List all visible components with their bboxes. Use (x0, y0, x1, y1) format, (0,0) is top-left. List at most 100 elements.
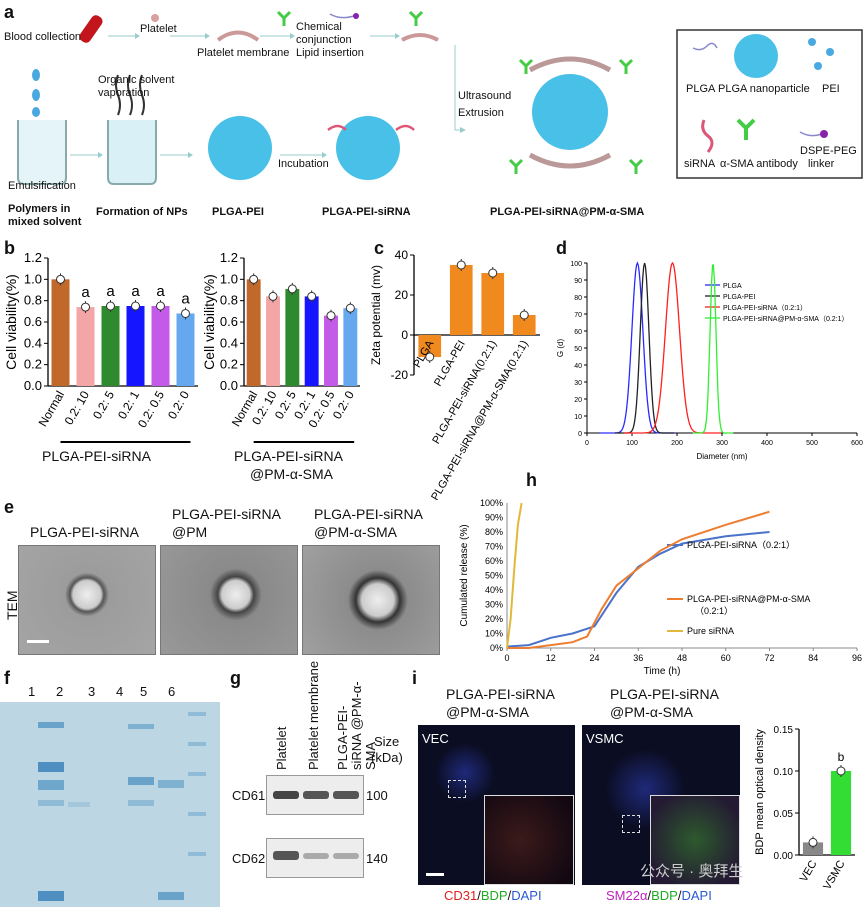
data-point (425, 352, 435, 362)
vsmc-label: VSMC (586, 731, 624, 746)
y-tick-label: 0.05 (774, 809, 794, 820)
b-right-group-label-2: @PM-α-SMA (250, 466, 333, 482)
y-tick-label: 0.15 (774, 725, 794, 736)
significance-label: a (106, 283, 115, 300)
y-axis-label: BDP mean optical density (754, 729, 766, 855)
y-tick-label: 0% (490, 643, 503, 653)
caption-sm22a: SM22α (606, 888, 648, 903)
band (333, 853, 359, 859)
bar (481, 273, 505, 335)
category-label: 0.2: 5 (90, 388, 117, 421)
caption-vec: CD31/BDP/DAPI (444, 888, 542, 903)
y-tick-label: 0.0 (24, 378, 42, 393)
bar (324, 315, 338, 386)
bar (266, 296, 280, 386)
label-emulsification: Emulsification (8, 180, 76, 192)
caption-bdp: BDP (651, 888, 678, 903)
data-point (345, 303, 355, 313)
significance-label: a (181, 290, 190, 307)
data-point (106, 301, 115, 311)
bar (76, 307, 95, 386)
x-tick-label: 84 (808, 653, 818, 663)
y-axis-label: Zeta potential (mv) (370, 265, 383, 365)
bar (285, 288, 300, 386)
x-tick-label: 300 (716, 440, 728, 447)
lane-label-3: 3 (88, 684, 96, 699)
fluorescence-vsmc: VSMC (582, 725, 740, 885)
label-plga-pei-sirna: PLGA-PEI-siRNA (322, 206, 411, 218)
y-tick-label: 20 (574, 397, 582, 404)
x-tick-label: 500 (806, 440, 818, 447)
y-tick-label: 0.2 (220, 357, 238, 372)
vsmc-roi-box (622, 815, 640, 833)
bar (101, 306, 120, 386)
bar (512, 315, 536, 335)
significance-label: a (131, 283, 140, 300)
g-row-cd62p: CD62P (232, 851, 274, 866)
lane-label-2: 2 (56, 684, 64, 699)
significance-label: b (838, 750, 845, 764)
e-title-3a: PLGA-PEI-siRNA (314, 506, 423, 522)
category-label: 0.2: 0 (330, 388, 357, 421)
significance-label: a (156, 283, 165, 300)
y-axis-label: G (d) (556, 339, 565, 358)
data-point (287, 284, 297, 294)
band (333, 791, 359, 799)
y-tick-label: 80% (485, 527, 503, 537)
y-tick-label: 0.4 (24, 335, 42, 350)
y-tick-label: 30% (485, 600, 503, 610)
chart-h: 0% 10% 20% 30% 40% 50% 60% 70% 80% 90% 100% 0 12 24 36… (459, 498, 862, 677)
chart-b-left: 0.0 0.2 0.4 0.6 0.8 1.0 1.2 Normal a 0.2: 10 a 0.2:… (3, 250, 198, 443)
g-col-platelet-membrane: Platelet membrane (306, 660, 321, 770)
label-platelet: Platelet (140, 23, 177, 35)
category-label: 0.2: 0 (165, 388, 192, 421)
y-tick-label: 50% (485, 571, 503, 581)
label-lipid-insertion: Lipid insertion (296, 47, 364, 59)
y-tick-label: 0.00 (774, 851, 794, 862)
series-line (623, 261, 722, 434)
y-tick-label: 1.0 (220, 271, 238, 286)
x-tick-label: 600 (851, 440, 863, 447)
category-label: VSMC (821, 858, 847, 892)
y-tick-label: 1.2 (24, 250, 42, 265)
g-kda-140: 140 (366, 851, 388, 866)
caption-bdp: BDP (480, 888, 508, 903)
x-tick-label: 0 (504, 653, 509, 663)
legend-sirna: siRNA (684, 158, 716, 170)
y-tick-label: 0 (401, 328, 408, 342)
fluorescence-vec: VEC (418, 725, 575, 885)
x-axis-label: Time (h) (644, 666, 681, 677)
data-point (307, 291, 317, 301)
legend-dspe: DSPE-PEG (800, 145, 857, 157)
i-title-2b: @PM-α-SMA (610, 704, 693, 720)
y-axis-label: Cumulated release (%) (459, 524, 470, 626)
panel-label-i: i (412, 668, 418, 688)
bar (176, 313, 195, 386)
legend-linker: linker (808, 158, 835, 170)
legend-label: PLGA (723, 283, 742, 290)
label-polymers-2: mixed solvent (8, 216, 82, 228)
lane-label-5: 5 (140, 684, 148, 699)
g-kda-100: 100 (366, 788, 388, 803)
x-tick-label: 400 (761, 440, 773, 447)
data-point (249, 274, 259, 284)
y-tick-label: 0.10 (774, 767, 794, 778)
bar (51, 279, 70, 386)
legend-label: PLGA-PEI (723, 294, 755, 301)
g-size-label: Size (374, 734, 400, 749)
legend-label: PLGA-PEI-siRNA（0.2:1） (687, 540, 795, 550)
y-tick-label: 40 (395, 248, 409, 262)
western-blot-cd62p (266, 838, 364, 878)
band (303, 791, 329, 799)
label-vaporation: vaporation (98, 87, 150, 99)
b-right-group-label-1: PLGA-PEI-siRNA (234, 448, 343, 464)
panel-a-schematic (17, 10, 863, 185)
data-point (156, 301, 165, 311)
i-title-2a: PLGA-PEI-siRNA (610, 686, 719, 702)
band (273, 851, 299, 860)
panel-label-f: f (4, 668, 10, 688)
label-organic-solvent: Organic solvent (98, 74, 175, 86)
data-point (836, 766, 846, 776)
y-tick-label: 1.2 (220, 250, 238, 265)
y-tick-label: 90 (574, 278, 582, 285)
